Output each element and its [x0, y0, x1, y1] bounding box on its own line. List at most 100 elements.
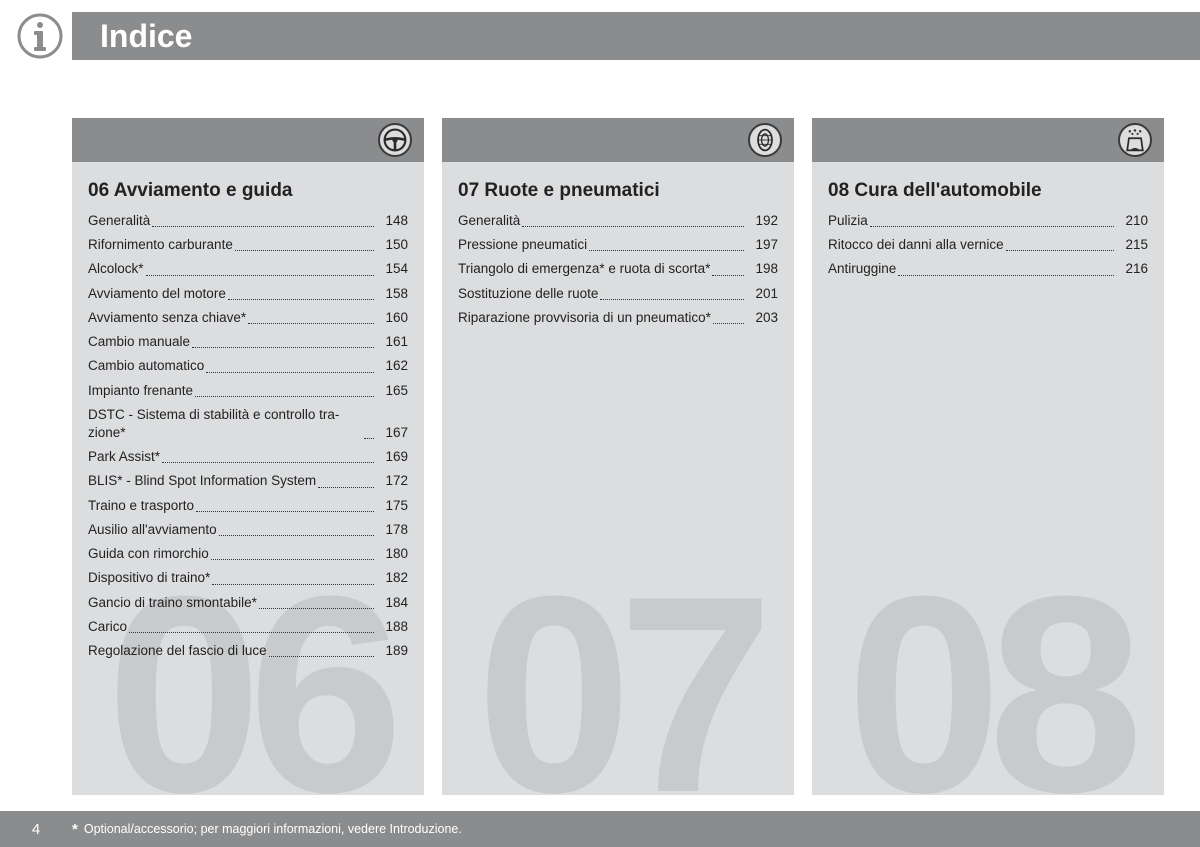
- toc-entry-label: Alcolock*: [88, 260, 144, 278]
- toc-leader-dots: [212, 584, 374, 585]
- toc-leader-dots: [195, 396, 374, 397]
- toc-entry-label: Cambio manuale: [88, 333, 190, 351]
- toc-entry[interactable]: Traino e trasporto175: [88, 497, 408, 515]
- toc-entry-page: 203: [748, 309, 778, 327]
- info-icon: [16, 12, 64, 60]
- toc-entry-page: 189: [378, 642, 408, 660]
- toc-entry-label: Rifornimento carburante: [88, 236, 233, 254]
- toc-entry[interactable]: Generalità192: [458, 212, 778, 230]
- toc-entry-page: 162: [378, 357, 408, 375]
- toc-entry-label: Antiruggine: [828, 260, 896, 278]
- page-number: 4: [0, 821, 72, 838]
- toc-entry-page: 172: [378, 472, 408, 490]
- toc-entry-page: 216: [1118, 260, 1148, 278]
- toc-entry[interactable]: Dispositivo di traino* 182: [88, 569, 408, 587]
- toc-leader-dots: [152, 226, 374, 227]
- toc-entry[interactable]: Guida con rimorchio180: [88, 545, 408, 563]
- toc-entry-page: 160: [378, 309, 408, 327]
- toc-entry-label: Avviamento senza chiave*: [88, 309, 246, 327]
- toc-entry-label: Ausilio all'avviamento: [88, 521, 217, 539]
- toc-entry-label: Guida con rimorchio: [88, 545, 209, 563]
- toc-entry[interactable]: Ritocco dei danni alla vernice215: [828, 236, 1148, 254]
- steering-wheel-icon: [378, 123, 412, 157]
- footnote-star: *: [72, 821, 78, 838]
- toc-entry-page: 182: [378, 569, 408, 587]
- toc-entry[interactable]: Avviamento del motore 158: [88, 285, 408, 303]
- toc-entry-page: 197: [748, 236, 778, 254]
- toc-entry[interactable]: Pressione pneumatici 197: [458, 236, 778, 254]
- toc-columns: 0606 Avviamento e guidaGeneralità148Rifo…: [72, 118, 1164, 795]
- toc-entry-page: 175: [378, 497, 408, 515]
- toc-entry-label: Avviamento del motore: [88, 285, 226, 303]
- toc-entry-label: DSTC - Sistema di stabilità e controllo …: [88, 406, 362, 442]
- column-watermark: 08: [846, 555, 1129, 795]
- toc-entries: Generalità148 Rifornimento carburante150 A…: [72, 212, 424, 660]
- toc-entry-label: Park Assist*: [88, 448, 160, 466]
- toc-entry[interactable]: Carico188: [88, 618, 408, 636]
- toc-entry-label: Dispositivo di traino*: [88, 569, 210, 587]
- toc-entry[interactable]: Antiruggine 216: [828, 260, 1148, 278]
- toc-entry-page: 161: [378, 333, 408, 351]
- toc-entry[interactable]: BLIS* - Blind Spot Information System 172: [88, 472, 408, 490]
- toc-leader-dots: [522, 226, 744, 227]
- toc-column: 08 08 Cura dell'automobilePulizia210 Ritoc…: [812, 118, 1164, 795]
- toc-entries: Generalità192 Pressione pneumatici 197 Tria…: [442, 212, 794, 327]
- toc-leader-dots: [600, 299, 744, 300]
- toc-entry[interactable]: Riparazione provvisoria di un pneuma­tic…: [458, 309, 778, 327]
- toc-leader-dots: [192, 347, 374, 348]
- toc-entry-label: Regolazione del fascio di luce: [88, 642, 267, 660]
- toc-entry[interactable]: Ausilio all'avviamento178: [88, 521, 408, 539]
- toc-entry[interactable]: Park Assist* 169: [88, 448, 408, 466]
- column-heading: 07 Ruote e pneumatici: [442, 162, 794, 212]
- page-title: Indice: [100, 18, 192, 55]
- toc-entry[interactable]: Avviamento senza chiave* 160: [88, 309, 408, 327]
- toc-entry[interactable]: Cambio automatico162: [88, 357, 408, 375]
- footnote-text: Optional/accessorio; per maggiori inform…: [84, 822, 462, 836]
- toc-entry[interactable]: Generalità148: [88, 212, 408, 230]
- toc-entry[interactable]: Triangolo di emergenza* e ruota di scort…: [458, 260, 778, 278]
- page-footer: 4 * Optional/accessorio; per maggiori in…: [0, 811, 1200, 847]
- toc-leader-dots: [898, 275, 1114, 276]
- toc-leader-dots: [219, 535, 374, 536]
- toc-entry[interactable]: Cambio manuale 161: [88, 333, 408, 351]
- toc-entry-page: 167: [378, 424, 408, 442]
- toc-entry[interactable]: DSTC - Sistema di stabilità e controllo …: [88, 406, 408, 442]
- toc-entry-page: 198: [748, 260, 778, 278]
- column-heading: 08 Cura dell'automobile: [812, 162, 1164, 212]
- toc-leader-dots: [129, 632, 374, 633]
- toc-leader-dots: [1006, 250, 1114, 251]
- toc-entry-page: 215: [1118, 236, 1148, 254]
- toc-entry-page: 169: [378, 448, 408, 466]
- toc-leader-dots: [206, 372, 374, 373]
- toc-leader-dots: [318, 487, 374, 488]
- toc-entry-label: Triangolo di emergenza* e ruota di scort…: [458, 260, 710, 278]
- toc-entry-page: 148: [378, 212, 408, 230]
- toc-entry[interactable]: Rifornimento carburante150: [88, 236, 408, 254]
- toc-entry[interactable]: Pulizia210: [828, 212, 1148, 230]
- toc-entry-page: 201: [748, 285, 778, 303]
- toc-column: 0606 Avviamento e guidaGeneralità148Rifo…: [72, 118, 424, 795]
- toc-leader-dots: [713, 323, 744, 324]
- toc-leader-dots: [146, 275, 374, 276]
- column-iconbar: [812, 118, 1164, 162]
- toc-entry[interactable]: Impianto frenante165: [88, 382, 408, 400]
- toc-entry-page: 158: [378, 285, 408, 303]
- toc-column: 07 07 Ruote e pneumaticiGeneralità192 Pres…: [442, 118, 794, 795]
- toc-entry-label: Pressione pneumatici: [458, 236, 587, 254]
- toc-entry-label: Impianto frenante: [88, 382, 193, 400]
- toc-entry-label: Sostituzione delle ruote: [458, 285, 598, 303]
- toc-entry[interactable]: Gancio di traino smontabile*184: [88, 594, 408, 612]
- column-watermark: 07: [476, 555, 759, 795]
- toc-leader-dots: [211, 559, 374, 560]
- toc-leader-dots: [364, 438, 374, 439]
- toc-entry[interactable]: Alcolock*154: [88, 260, 408, 278]
- toc-entry[interactable]: Sostituzione delle ruote 201: [458, 285, 778, 303]
- toc-entries: Pulizia210 Ritocco dei danni alla vernice…: [812, 212, 1164, 279]
- toc-leader-dots: [248, 323, 374, 324]
- toc-entry-label: BLIS* - Blind Spot Information System: [88, 472, 316, 490]
- toc-entry-page: 210: [1118, 212, 1148, 230]
- carwash-icon: [1118, 123, 1152, 157]
- toc-entry[interactable]: Regolazione del fascio di luce 189: [88, 642, 408, 660]
- tire-icon: [748, 123, 782, 157]
- column-iconbar: [72, 118, 424, 162]
